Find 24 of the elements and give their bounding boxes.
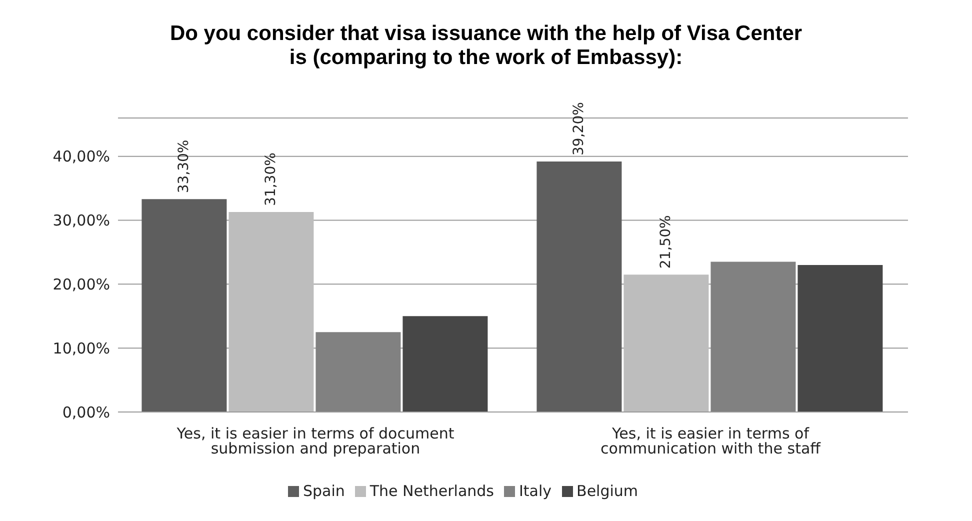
bar xyxy=(798,265,883,412)
bar xyxy=(228,212,314,412)
y-tick-label: 10,00% xyxy=(52,339,110,358)
y-tick-label: 0,00% xyxy=(62,403,110,422)
y-tick-label: 20,00% xyxy=(52,276,110,294)
y-tick-label: 40,00% xyxy=(52,148,110,166)
bar xyxy=(710,262,796,412)
bar xyxy=(624,274,709,412)
data-label: 39,20% xyxy=(571,102,588,156)
legend-label: Italy xyxy=(518,482,552,500)
bar xyxy=(142,199,227,412)
legend-label: The Netherlands xyxy=(370,482,494,500)
data-label: 21,50% xyxy=(658,215,674,269)
chart-title: Do you consider that visa issuance with the help of Visa Center is (comparing to the work of Embassy): xyxy=(168,21,804,70)
legend-label: Spain xyxy=(302,482,345,500)
bar xyxy=(316,332,401,412)
x-tick-label: Yes, it is easier in terms of document submission and preparation xyxy=(176,424,454,458)
data-label: 31,30% xyxy=(263,152,280,206)
data-label: 33,30% xyxy=(176,140,192,194)
y-tick-label: 30,00% xyxy=(52,212,110,230)
legend-label: Belgium xyxy=(576,482,638,500)
bar xyxy=(402,316,488,412)
bar xyxy=(536,161,622,412)
x-tick-label: Yes, it is easier in terms of communication with the staff xyxy=(600,424,822,458)
